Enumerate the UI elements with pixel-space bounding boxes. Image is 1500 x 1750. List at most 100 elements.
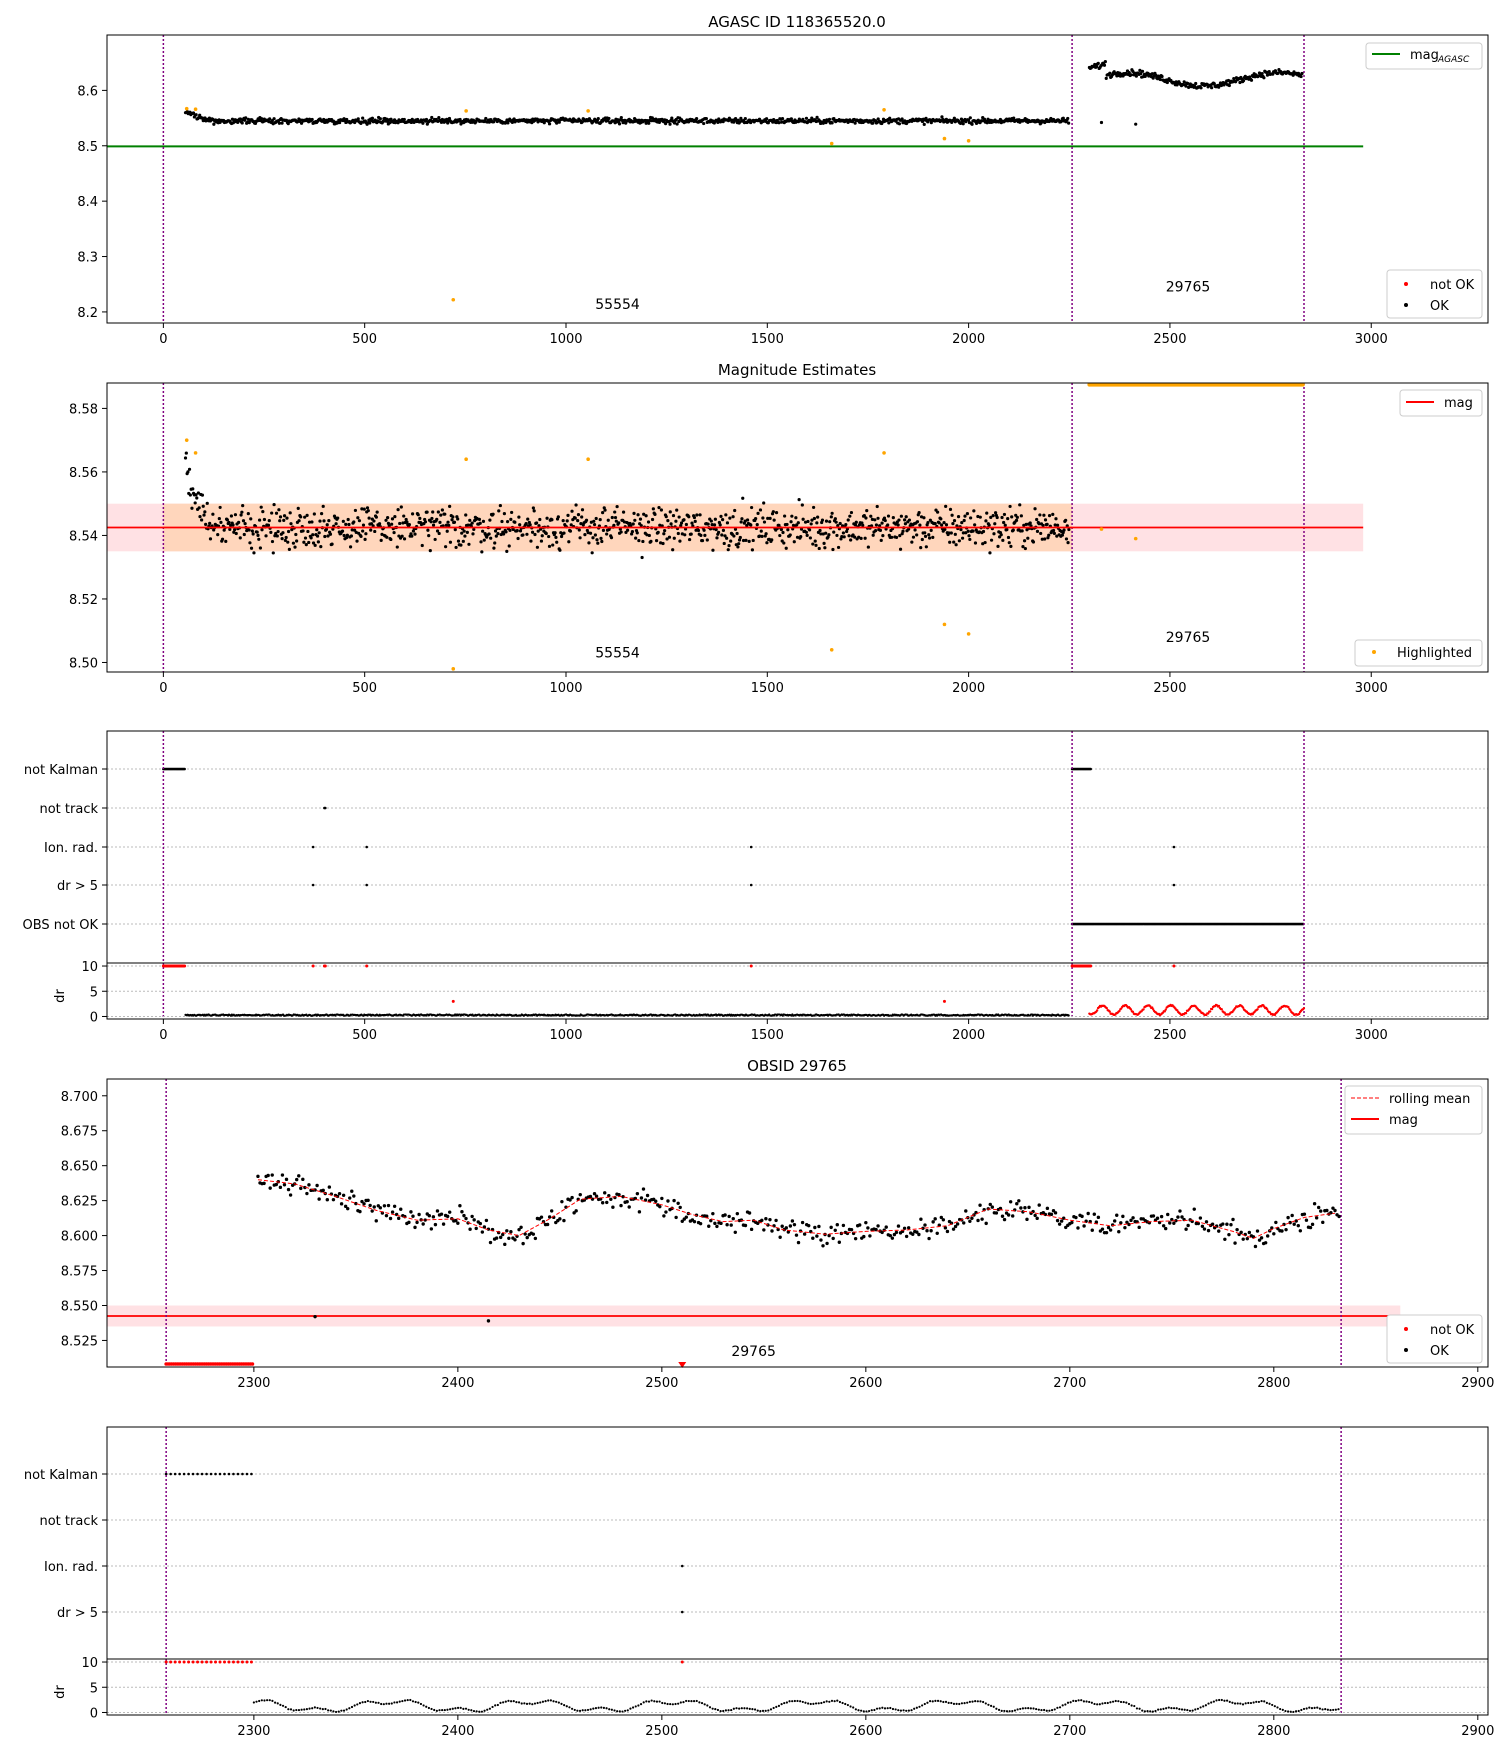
ok-point — [1046, 536, 1050, 540]
ok-point — [794, 1233, 799, 1237]
ok-point — [517, 1227, 521, 1232]
ok-point — [280, 537, 284, 541]
ok-point — [951, 522, 955, 526]
ok-point — [310, 117, 314, 122]
ok-point — [650, 517, 655, 522]
ok-point — [782, 541, 786, 545]
ok-point — [961, 531, 965, 535]
ok-point — [505, 549, 509, 553]
ok-point — [927, 1236, 931, 1241]
ok-point — [672, 121, 677, 125]
ok-point — [1134, 74, 1138, 78]
ok-point — [931, 1220, 935, 1224]
highlighted-point — [184, 106, 189, 111]
ok-point — [1093, 62, 1097, 67]
ok-point — [866, 545, 870, 549]
ok-point — [518, 529, 523, 533]
ok-point — [918, 523, 922, 527]
ok-point — [815, 521, 819, 525]
ok-point — [1117, 1229, 1121, 1234]
ok-point — [931, 535, 935, 539]
ok-point — [1163, 1226, 1168, 1231]
ok-point — [360, 507, 364, 511]
ok-point — [1102, 63, 1107, 67]
ok-point — [518, 523, 522, 527]
ok-point — [1238, 80, 1242, 85]
ok-point — [488, 518, 492, 522]
dr-red-point — [1207, 1012, 1210, 1015]
dr-point — [417, 1701, 420, 1704]
dr-point — [321, 1708, 324, 1711]
ok-point — [382, 1204, 387, 1208]
y-tick-label: 8.5 — [77, 140, 98, 155]
ok-point — [353, 508, 358, 513]
ok-point — [890, 535, 894, 539]
dr-red-point — [1287, 1006, 1290, 1009]
ok-point — [671, 513, 676, 518]
ok-point — [874, 529, 878, 533]
ok-point — [516, 536, 520, 541]
ok-point — [894, 1230, 899, 1235]
ok-point — [690, 521, 694, 525]
ok-point — [389, 537, 393, 542]
ok-point — [438, 520, 442, 524]
ok-point — [558, 548, 562, 552]
ok-point — [1312, 1201, 1317, 1206]
ok-point — [392, 530, 396, 535]
ok-point — [1299, 74, 1303, 79]
ok-point — [238, 117, 243, 121]
ok-point — [1035, 529, 1040, 533]
ok-point — [1011, 1214, 1015, 1218]
ok-point — [675, 508, 679, 512]
ok-point — [481, 519, 486, 524]
ok-point — [792, 1222, 797, 1227]
highlighted-point — [184, 438, 189, 442]
ok-point — [297, 1174, 301, 1178]
ok-point — [392, 1204, 397, 1209]
ok-point — [722, 541, 726, 546]
plot-frame — [106, 1426, 1489, 1660]
ok-point — [699, 533, 703, 537]
ok-point — [832, 530, 836, 534]
ok-point — [890, 1236, 895, 1240]
highlighted-point — [882, 107, 886, 112]
ok-point — [797, 498, 801, 502]
ok-point — [820, 518, 825, 522]
ok-point — [886, 514, 891, 518]
ok-point — [968, 537, 972, 542]
ok-point — [810, 518, 814, 522]
ok-point — [566, 513, 570, 517]
ok-point — [222, 528, 226, 532]
ok-point — [683, 533, 687, 537]
x-tick-label: 2700 — [1053, 1376, 1086, 1391]
ok-point — [601, 528, 606, 532]
ok-point — [878, 524, 882, 528]
ok-point — [1113, 1219, 1117, 1223]
ok-point — [740, 517, 744, 521]
dr-point — [374, 1701, 377, 1704]
ok-point — [853, 1236, 858, 1241]
ok-point — [362, 1202, 366, 1206]
ok-point — [505, 1229, 509, 1233]
flag-label: OBS not OK — [23, 918, 99, 933]
dr-point — [491, 1705, 494, 1709]
ok-point — [274, 1182, 279, 1187]
ok-point — [689, 532, 693, 536]
ok-point — [603, 1191, 607, 1195]
ok-point — [492, 120, 496, 124]
ok-point — [545, 516, 549, 520]
x-tick-label: 2800 — [1257, 1376, 1290, 1391]
ok-point — [952, 519, 957, 523]
ok-point — [269, 530, 273, 534]
x-tick-label: 2000 — [952, 1028, 985, 1043]
ok-point — [952, 540, 956, 544]
dr-point — [382, 1703, 385, 1706]
legend-ok-swatch — [1404, 303, 1408, 307]
ok-point — [272, 502, 276, 507]
ok-point — [968, 1219, 972, 1223]
ok-point — [437, 116, 441, 120]
ok-point — [537, 524, 541, 528]
ok-point — [570, 509, 574, 513]
ok-point — [904, 515, 908, 519]
ok-point — [853, 535, 857, 539]
